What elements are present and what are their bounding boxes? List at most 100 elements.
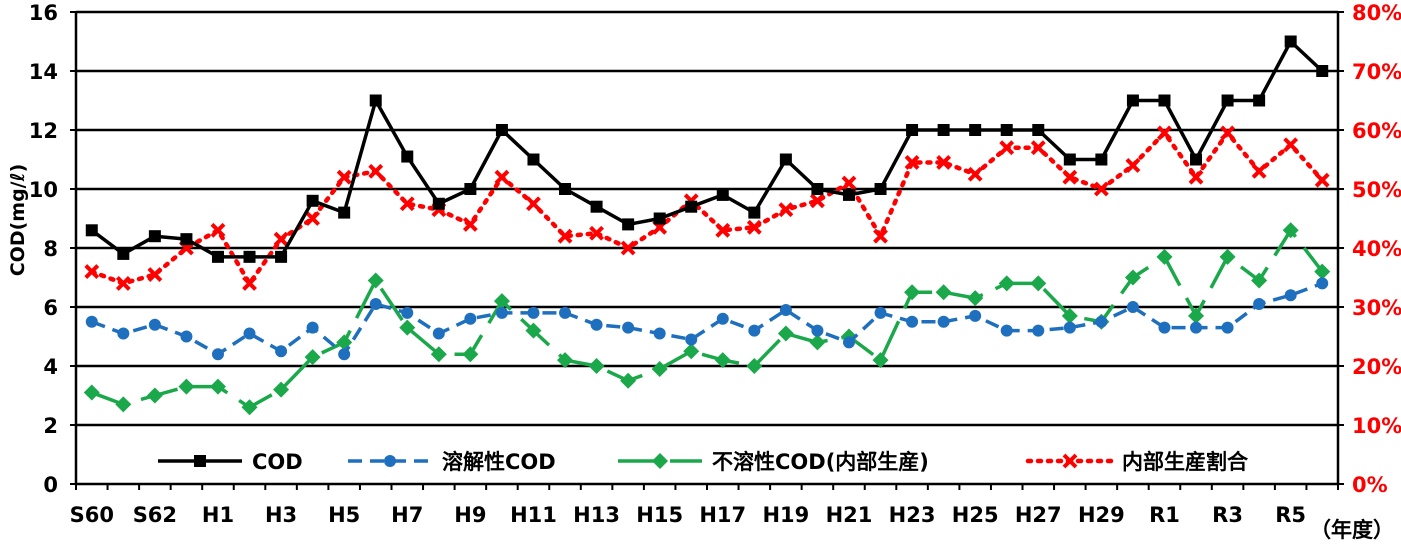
left-axis-ticks: 0 2 4 6 8 10 12 14 16: [29, 1, 76, 497]
data-point: [1061, 307, 1078, 324]
data-point: [1032, 124, 1045, 136]
data-point: [590, 318, 603, 331]
data-point: [937, 124, 950, 136]
x-marker-stroke: [526, 196, 541, 212]
data-point: [653, 327, 666, 340]
data-point: [588, 358, 605, 374]
data-point: [653, 212, 666, 225]
x-marker-stroke: [1030, 140, 1046, 156]
x-marker-stroke: [1062, 169, 1078, 185]
data-point: [85, 315, 98, 328]
data-point: [969, 124, 982, 136]
x-tick-label: H17: [699, 503, 746, 527]
x-tick-label: H1: [202, 503, 234, 527]
data-point: [1188, 307, 1205, 324]
data-point: [685, 200, 698, 213]
x-tick-label: H29: [1078, 503, 1125, 527]
data-point: [495, 124, 508, 136]
y2-tick-label: 30%: [1352, 296, 1401, 320]
y-tick-label: 14: [29, 60, 58, 84]
x-marker-stroke: [1220, 125, 1235, 141]
data-point: [811, 324, 824, 337]
series-2: [83, 222, 1331, 416]
x-marker-stroke: [746, 219, 762, 235]
data-point: [84, 264, 100, 280]
x-marker-stroke: [841, 175, 857, 191]
data-point: [1190, 321, 1203, 334]
x-marker-stroke: [336, 169, 352, 185]
data-point: [935, 284, 952, 301]
x-marker-stroke: [147, 267, 163, 282]
data-point: [494, 169, 510, 185]
data-point: [368, 163, 384, 179]
data-point: [1316, 277, 1329, 290]
data-point: [273, 381, 290, 398]
data-point: [430, 346, 447, 363]
data-point: [243, 327, 256, 340]
x-marker-stroke: [1251, 163, 1267, 179]
data-point: [969, 309, 982, 322]
data-point: [559, 306, 572, 319]
x-tick-label: H21: [826, 503, 873, 527]
data-point: [1158, 321, 1171, 334]
legend-marker: [652, 453, 668, 469]
x-tick-label: R1: [1149, 503, 1180, 527]
data-point: [874, 306, 887, 319]
data-point: [1126, 94, 1139, 107]
data-point: [999, 140, 1015, 156]
data-point: [1095, 153, 1108, 166]
data-point: [1093, 181, 1109, 197]
data-point: [620, 372, 637, 389]
x-tick-label: S60: [70, 503, 114, 527]
x-tick-label: H5: [328, 503, 360, 527]
series-line: [91, 281, 1323, 356]
x-axis-ticks: S60 S62 H1 H3 H5 H7 H9 H11 H13 H15 H17 H19 H21 H23 H25…: [70, 484, 1339, 527]
x-marker-stroke: [1062, 453, 1078, 469]
x-tick-label: H11: [510, 503, 557, 527]
x-tick-label: H19: [762, 503, 809, 527]
data-point: [1032, 324, 1045, 337]
series-3: [84, 125, 1330, 291]
data-point: [685, 333, 698, 346]
data-point: [1000, 124, 1013, 136]
y2-tick-label: 40%: [1352, 237, 1401, 261]
data-point: [242, 275, 257, 291]
data-point: [746, 219, 762, 235]
data-point: [526, 196, 541, 212]
right-axis-ticks: 0% 10% 20% 30% 40% 50% 60% 70% 80%: [1338, 1, 1401, 497]
x-marker-stroke: [1125, 157, 1141, 173]
data-point: [557, 228, 573, 244]
x-marker-stroke: [1093, 181, 1109, 197]
data-point: [1188, 169, 1204, 185]
legend-label: 内部生産割合: [1122, 450, 1249, 474]
x-tick-label: H27: [1015, 503, 1062, 527]
legend: COD 溶解性COD 不溶性COD(内部生産) 内部生産割合: [152, 440, 1292, 482]
y-tick-label: 6: [43, 296, 58, 320]
data-point: [338, 206, 351, 219]
data-point: [1063, 153, 1076, 166]
data-point: [1095, 315, 1108, 328]
data-point: [777, 325, 794, 342]
y2-tick-label: 0%: [1352, 473, 1388, 497]
x-tick-label: H3: [265, 503, 297, 527]
data-point: [1126, 301, 1139, 313]
data-point: [210, 222, 226, 238]
data-point: [464, 183, 477, 195]
data-point: [1284, 35, 1297, 48]
x-marker-stroke: [620, 240, 636, 256]
data-point: [495, 306, 508, 319]
data-point: [399, 196, 415, 212]
legend-label: COD: [252, 450, 303, 474]
x-tick-label: H7: [391, 503, 423, 527]
data-point: [936, 155, 952, 170]
series-0: [85, 35, 1329, 263]
data-point: [906, 315, 919, 328]
data-point: [779, 303, 792, 316]
data-point: [464, 312, 477, 325]
x-marker-stroke: [1283, 137, 1299, 153]
data-point: [462, 346, 479, 363]
y2-tick-label: 70%: [1352, 60, 1401, 84]
y-tick-label: 2: [43, 414, 58, 438]
data-point: [432, 327, 445, 340]
data-point: [275, 250, 288, 263]
